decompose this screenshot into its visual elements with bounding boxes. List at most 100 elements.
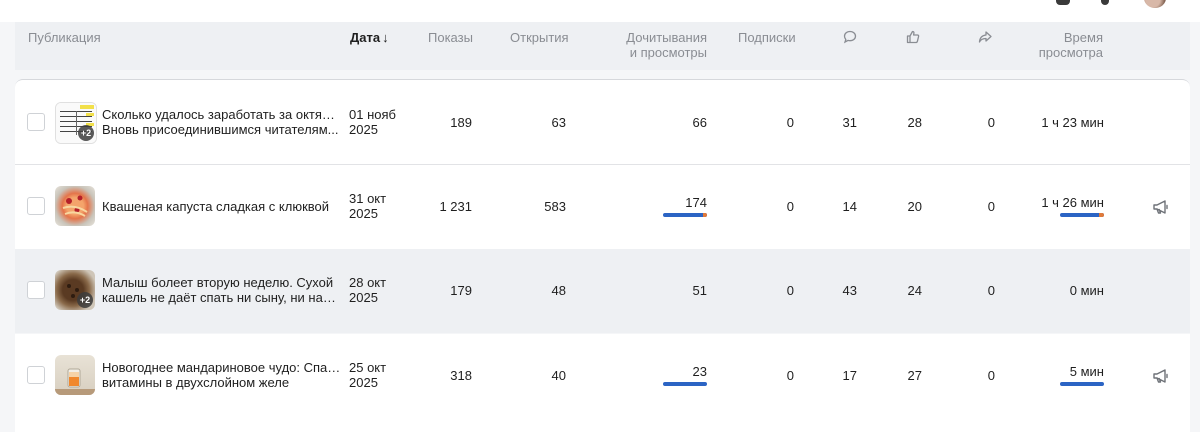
view-time-value: 1 ч 26 мин bbox=[1041, 195, 1104, 210]
view-time-value: 1 ч 23 мин bbox=[1041, 115, 1104, 130]
food-photo bbox=[67, 284, 79, 298]
table-row[interactable]: +2 Сколько удалось заработать за октябрь… bbox=[15, 79, 1190, 164]
subscriptions-value: 0 bbox=[786, 368, 794, 383]
shares-value: 0 bbox=[987, 199, 995, 214]
impressions-value: 189 bbox=[450, 115, 472, 130]
extra-images-badge: +2 bbox=[78, 125, 94, 141]
table-row[interactable]: Новогоднее мандариновое чудо: Спасаем ви… bbox=[15, 334, 1190, 432]
reads-value: 23 bbox=[692, 364, 707, 379]
column-date-label: Дата bbox=[350, 30, 381, 45]
publication-thumbnail[interactable] bbox=[55, 355, 95, 395]
view-time-value: 0 мин bbox=[1069, 283, 1104, 298]
likes-value: 28 bbox=[907, 115, 922, 130]
title-line: Сколько удалось заработать за октябрь. bbox=[102, 107, 342, 122]
title-line: Вновь присоединившимся читателям... bbox=[102, 122, 339, 137]
likes-value: 24 bbox=[907, 283, 922, 298]
publication-thumbnail[interactable] bbox=[55, 186, 95, 226]
impressions-value: 318 bbox=[450, 368, 472, 383]
row-checkbox[interactable] bbox=[27, 281, 45, 299]
impressions-value: 1 231 bbox=[439, 199, 472, 214]
view-time-value: 5 мин bbox=[1069, 364, 1104, 379]
opens-value: 583 bbox=[544, 199, 566, 214]
date-line: 2025 bbox=[349, 290, 378, 305]
comments-value: 31 bbox=[842, 115, 857, 130]
publication-title[interactable]: Новогоднее мандариновое чудо: Спасаем ви… bbox=[102, 360, 342, 390]
column-publication[interactable]: Публикация bbox=[28, 30, 101, 45]
column-reads-line1: Дочитывания bbox=[626, 30, 707, 45]
thumbs-up-icon[interactable] bbox=[905, 29, 921, 45]
likes-value: 20 bbox=[907, 199, 922, 214]
column-time-line2: просмотра bbox=[1038, 45, 1103, 60]
title-line: Квашеная капуста сладкая с клюквой bbox=[102, 199, 330, 214]
document-thumbnail-image bbox=[56, 103, 96, 143]
shares-value: 0 bbox=[987, 115, 995, 130]
column-opens[interactable]: Открытия bbox=[510, 30, 569, 45]
subscriptions-value: 0 bbox=[786, 283, 794, 298]
reads-progress-tip bbox=[703, 213, 707, 217]
opens-value: 63 bbox=[551, 115, 566, 130]
view-time-progress-tip bbox=[1099, 213, 1104, 217]
publication-date: 31 окт 2025 bbox=[349, 191, 419, 221]
opens-value: 48 bbox=[551, 283, 566, 298]
comments-value: 14 bbox=[842, 199, 857, 214]
publication-thumbnail[interactable]: +2 bbox=[55, 270, 95, 310]
share-icon[interactable] bbox=[977, 29, 993, 45]
comments-value: 43 bbox=[842, 283, 857, 298]
megaphone-icon[interactable] bbox=[1152, 199, 1170, 215]
toolbar-icon[interactable] bbox=[1056, 0, 1070, 5]
publication-date: 28 окт 2025 bbox=[349, 275, 419, 305]
title-line: витамины в двухслойном желе bbox=[102, 375, 290, 390]
row-checkbox[interactable] bbox=[27, 366, 45, 384]
arrow-down-icon: ↓ bbox=[382, 30, 389, 45]
top-toolbar-strip bbox=[0, 0, 1200, 22]
date-line: 2025 bbox=[349, 206, 378, 221]
column-reads[interactable]: Дочитывания и просмотры bbox=[607, 30, 707, 60]
shares-value: 0 bbox=[987, 283, 995, 298]
publication-title[interactable]: Малыш болеет вторую неделю. Сухой кашель… bbox=[102, 275, 342, 305]
avatar[interactable] bbox=[1144, 0, 1166, 8]
likes-value: 27 bbox=[907, 368, 922, 383]
reads-progress-bar bbox=[663, 213, 707, 217]
publication-date: 01 нояб 2025 bbox=[349, 107, 419, 137]
publication-title[interactable]: Сколько удалось заработать за октябрь. В… bbox=[102, 107, 342, 137]
column-reads-line2: и просмотры bbox=[629, 45, 707, 60]
table-row[interactable]: Квашеная капуста сладкая с клюквой 31 ок… bbox=[15, 164, 1190, 249]
toolbar-icon[interactable] bbox=[1101, 0, 1109, 5]
column-impressions[interactable]: Показы bbox=[428, 30, 473, 45]
opens-value: 40 bbox=[551, 368, 566, 383]
comment-icon[interactable] bbox=[842, 29, 858, 45]
title-line: Новогоднее мандариновое чудо: Спасаем bbox=[102, 360, 342, 375]
comments-value: 17 bbox=[842, 368, 857, 383]
view-time-progress-bar bbox=[1060, 213, 1104, 217]
tangerine-jelly-photo bbox=[55, 368, 95, 395]
date-line: 25 окт bbox=[349, 360, 387, 375]
publication-title[interactable]: Квашеная капуста сладкая с клюквой bbox=[102, 199, 342, 214]
view-time-progress-bar bbox=[1060, 382, 1104, 386]
title-line: Малыш болеет вторую неделю. Сухой bbox=[102, 275, 334, 290]
row-checkbox[interactable] bbox=[27, 113, 45, 131]
date-line: 28 окт bbox=[349, 275, 387, 290]
reads-value: 174 bbox=[685, 195, 707, 210]
column-time-line1: Время bbox=[1063, 30, 1103, 45]
date-line: 31 окт bbox=[349, 191, 387, 206]
row-checkbox[interactable] bbox=[27, 197, 45, 215]
megaphone-icon[interactable] bbox=[1152, 368, 1170, 384]
shares-value: 0 bbox=[987, 368, 995, 383]
date-line: 01 нояб bbox=[349, 107, 396, 122]
publications-table: +2 Сколько удалось заработать за октябрь… bbox=[15, 79, 1190, 432]
column-date[interactable]: Дата ↓ bbox=[350, 30, 389, 45]
subscriptions-value: 0 bbox=[786, 199, 794, 214]
subscriptions-value: 0 bbox=[786, 115, 794, 130]
title-line: кашель не даёт спать ни сыну, ни нам.... bbox=[102, 290, 342, 305]
reads-value: 51 bbox=[692, 283, 707, 298]
date-line: 2025 bbox=[349, 122, 378, 137]
column-view-time[interactable]: Время просмотра bbox=[1025, 30, 1103, 60]
publication-thumbnail[interactable]: +2 bbox=[55, 102, 97, 144]
table-header: Публикация Дата ↓ Показы Открытия Дочитыв… bbox=[15, 22, 1190, 70]
impressions-value: 179 bbox=[450, 283, 472, 298]
date-line: 2025 bbox=[349, 375, 378, 390]
column-subscriptions[interactable]: Подписки bbox=[738, 30, 796, 45]
reads-value: 66 bbox=[692, 115, 707, 130]
table-row[interactable]: +2 Малыш болеет вторую неделю. Сухой каш… bbox=[15, 249, 1190, 333]
reads-progress-bar bbox=[663, 382, 707, 386]
